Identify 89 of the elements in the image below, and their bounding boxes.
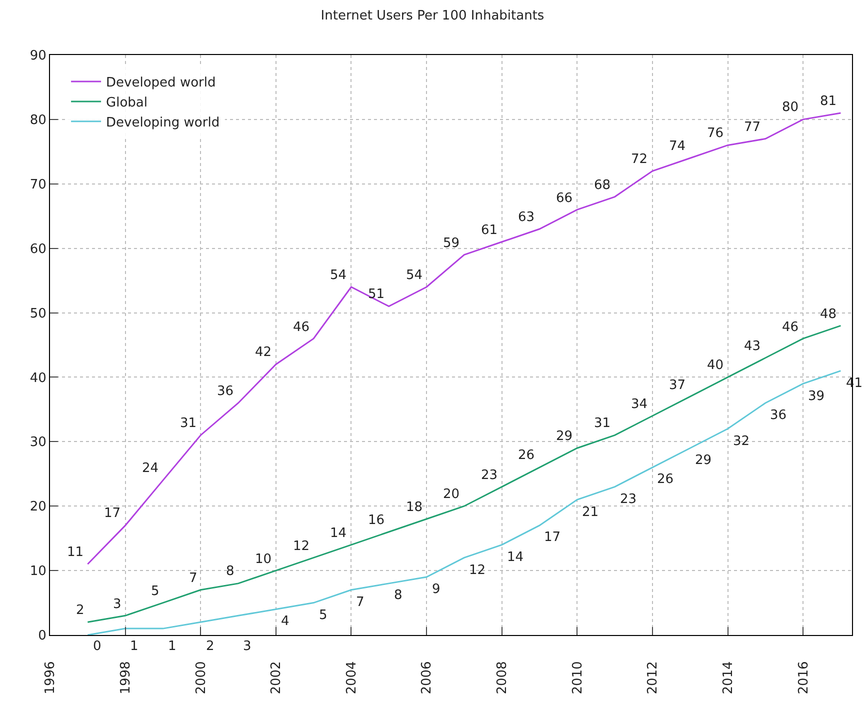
- data-label: 23: [620, 492, 637, 507]
- x-tick-label: 2002: [269, 661, 284, 694]
- data-label: 61: [481, 223, 498, 238]
- data-label: 37: [669, 378, 686, 393]
- data-label: 66: [556, 191, 573, 206]
- data-label: 46: [782, 320, 799, 335]
- data-label: 18: [406, 500, 423, 515]
- data-label: 3: [243, 639, 252, 654]
- data-label: 81: [820, 94, 837, 109]
- x-tick-label: 2004: [344, 661, 360, 694]
- legend-label: Developing world: [106, 115, 220, 130]
- data-label: 24: [142, 461, 159, 476]
- data-label: 77: [744, 120, 761, 135]
- data-label: 68: [594, 178, 611, 193]
- data-label: 1: [168, 639, 176, 654]
- data-label: 48: [820, 307, 837, 322]
- x-tick-label: 2008: [495, 661, 510, 694]
- data-label: 80: [782, 100, 799, 115]
- legend-label: Global: [106, 96, 148, 111]
- data-label: 40: [707, 358, 724, 373]
- x-tick-label: 2000: [194, 661, 209, 694]
- x-tick-label: 2012: [646, 661, 661, 694]
- data-label: 76: [707, 126, 724, 141]
- data-label: 23: [481, 468, 498, 483]
- y-tick-label: 40: [30, 370, 46, 386]
- line-series: [86, 370, 842, 635]
- data-label: 63: [518, 210, 535, 225]
- data-label: 74: [669, 139, 686, 154]
- data-label: 5: [151, 584, 160, 599]
- data-label: 36: [770, 408, 787, 423]
- y-tick-label: 60: [30, 242, 46, 257]
- data-label: 59: [443, 236, 460, 251]
- data-label: 11: [67, 545, 84, 560]
- data-label: 54: [406, 268, 423, 283]
- data-label: 31: [594, 416, 611, 431]
- data-label: 39: [808, 389, 825, 404]
- data-label: 17: [544, 530, 561, 545]
- data-label: 12: [469, 563, 486, 578]
- legend-label: Developed world: [106, 76, 216, 91]
- data-label: 42: [255, 345, 272, 360]
- data-label: 34: [631, 397, 648, 412]
- data-label: 26: [657, 472, 674, 487]
- y-tick-label: 0: [38, 628, 46, 644]
- data-label: 54: [330, 268, 347, 283]
- line-series: [86, 112, 842, 565]
- data-label: 51: [368, 287, 385, 302]
- data-label: 2: [76, 603, 84, 618]
- data-label: 29: [695, 453, 712, 468]
- data-label: 21: [582, 505, 599, 520]
- y-tick-label: 70: [30, 177, 46, 192]
- data-label: 7: [356, 595, 364, 610]
- data-label: 32: [733, 434, 750, 449]
- data-label: 4: [281, 614, 290, 629]
- data-label: 14: [507, 550, 524, 565]
- data-label: 46: [293, 320, 310, 335]
- data-label: 9: [432, 582, 440, 597]
- y-tick-label: 50: [30, 306, 46, 322]
- data-label: 72: [631, 152, 648, 167]
- data-label: 3: [113, 597, 122, 612]
- data-label: 10: [255, 552, 272, 567]
- data-label: 17: [104, 506, 121, 521]
- chart-title: Internet Users Per 100 Inhabitants: [320, 8, 544, 24]
- y-tick-label: 80: [30, 112, 46, 128]
- data-label: 7: [189, 571, 198, 586]
- x-tick-label: 1996: [43, 661, 58, 694]
- data-label: 0: [93, 639, 102, 654]
- y-tick-label: 30: [30, 435, 46, 450]
- data-label: 14: [330, 526, 347, 541]
- data-label: 26: [518, 448, 535, 463]
- data-label: 12: [293, 539, 310, 554]
- x-tick-label: 1998: [118, 661, 134, 694]
- y-tick-label: 20: [30, 500, 46, 515]
- data-label: 2: [206, 639, 214, 654]
- data-label: 8: [394, 588, 402, 603]
- data-label: 5: [319, 608, 328, 623]
- x-tick-label: 2014: [720, 661, 736, 694]
- data-label: 31: [180, 416, 197, 431]
- data-label: 16: [368, 513, 385, 528]
- x-tick-label: 2006: [420, 661, 435, 694]
- data-label: 36: [217, 384, 234, 399]
- data-label: 20: [443, 487, 460, 502]
- x-tick-label: 2016: [796, 661, 812, 694]
- x-tick-label: 2010: [570, 661, 586, 694]
- data-label: 1: [130, 639, 138, 654]
- y-tick-label: 90: [30, 48, 46, 64]
- data-label: 29: [556, 429, 573, 444]
- y-tick-label: 10: [30, 564, 46, 580]
- data-label: 43: [744, 339, 761, 354]
- data-label: 8: [226, 564, 234, 579]
